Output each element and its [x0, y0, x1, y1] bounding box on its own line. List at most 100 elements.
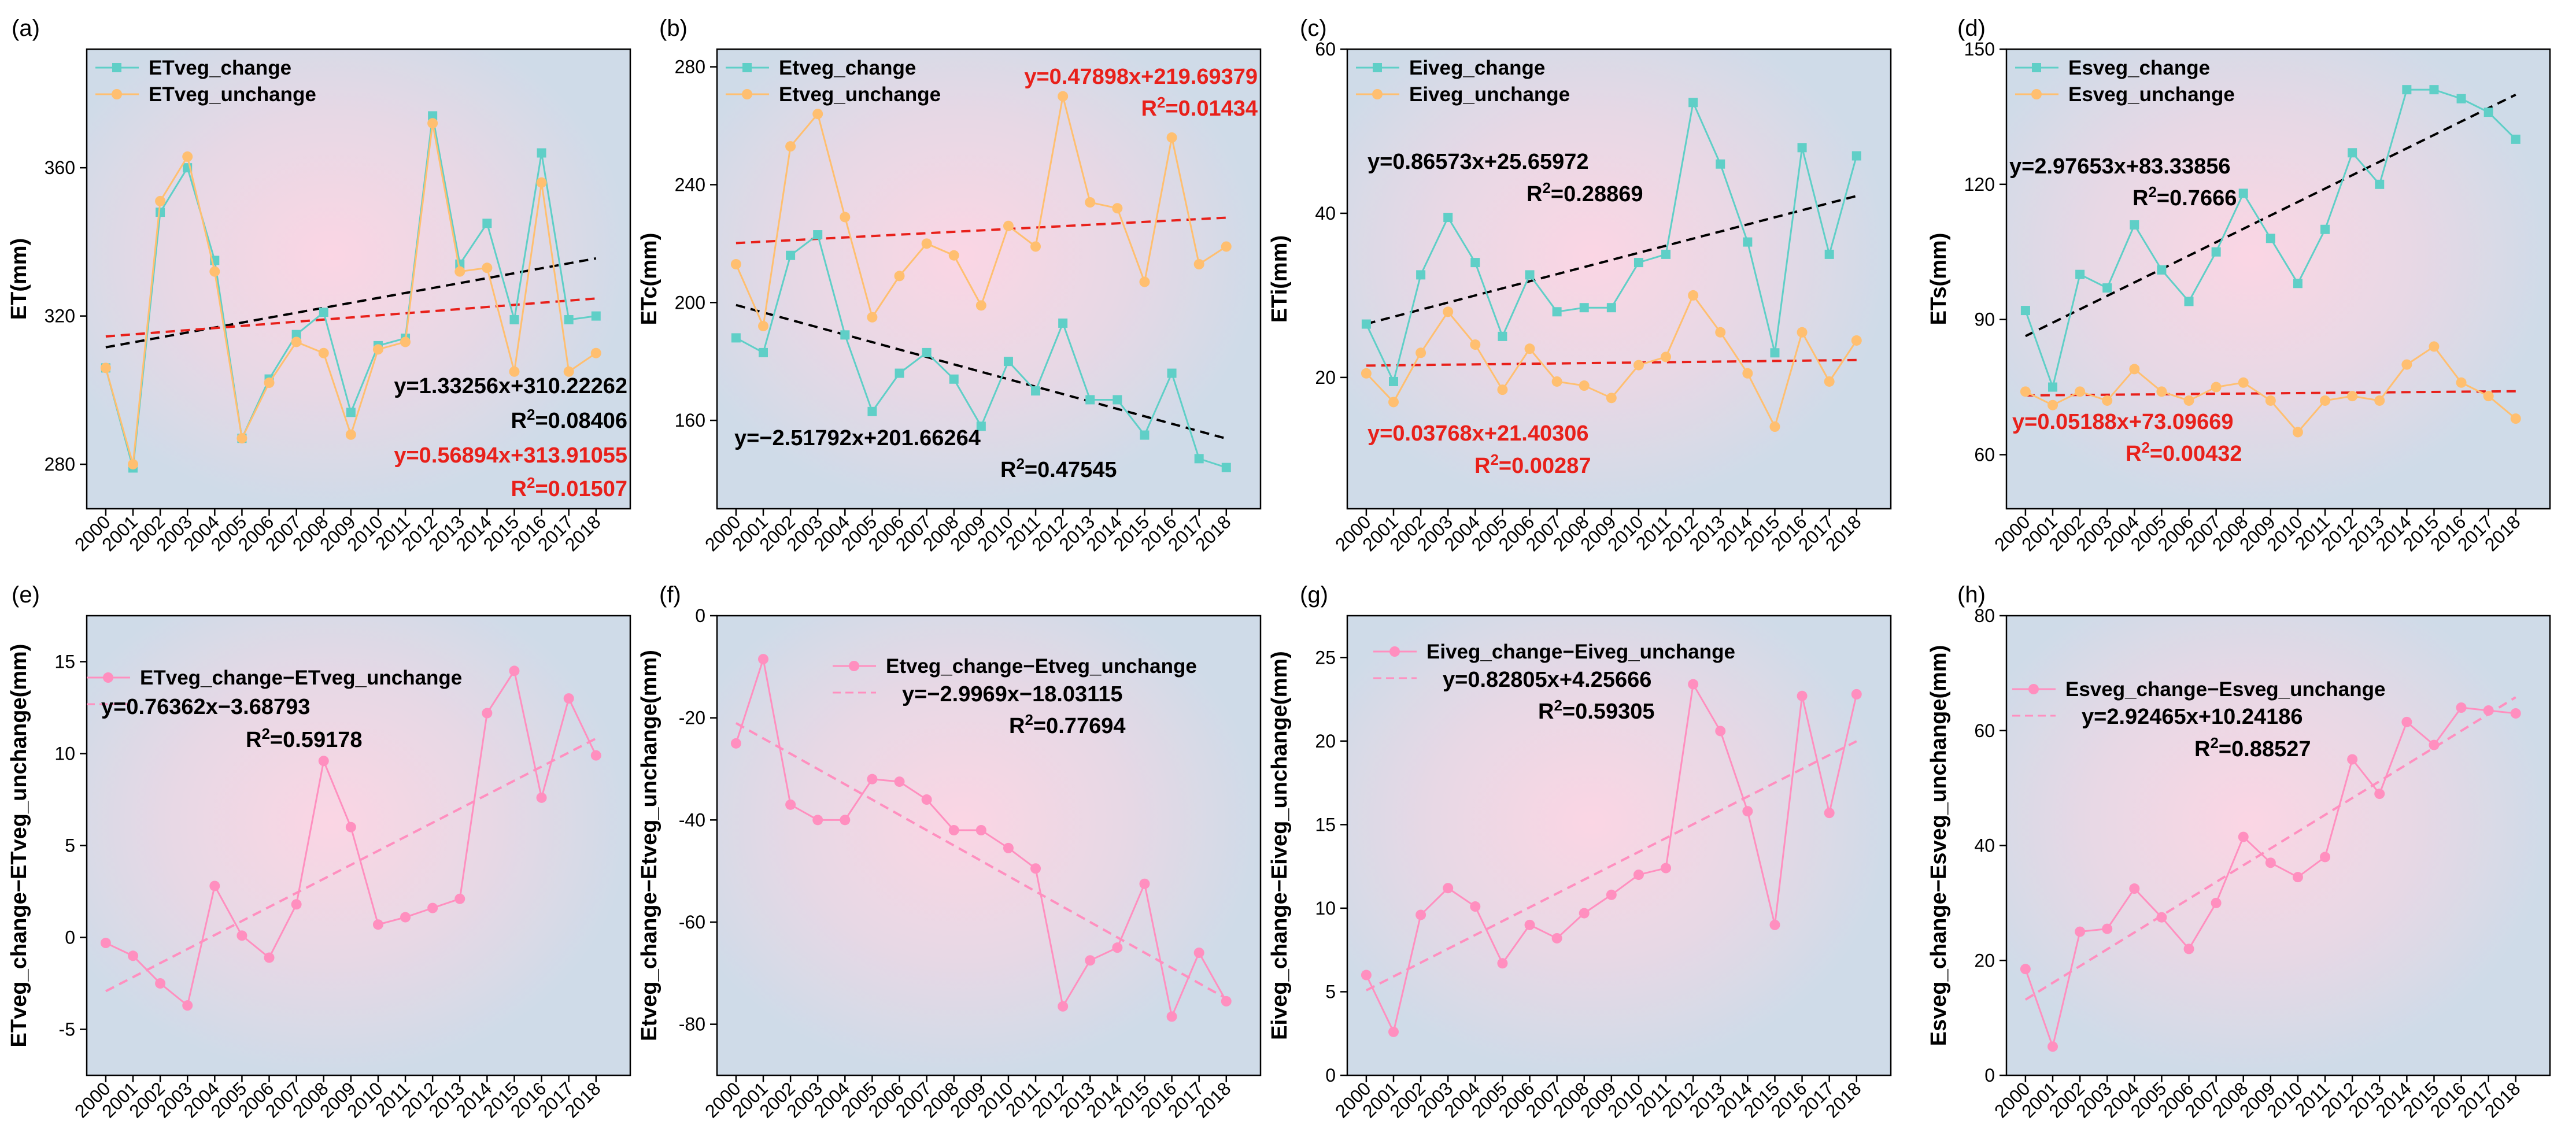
y-axis-label: Esveg_change−Esveg_unchange(mm): [1927, 645, 1951, 1046]
data-point: [155, 978, 166, 989]
legend-marker: [2032, 63, 2041, 72]
data-point: [2238, 831, 2249, 842]
data-point: [128, 950, 139, 961]
data-point: [2429, 739, 2440, 750]
data-point: [1361, 970, 1372, 980]
trend-line: [105, 737, 597, 993]
data-point: [1633, 360, 1644, 371]
y-tick-label: 90: [1974, 309, 1995, 330]
y-axis-label: Etveg_change−Etveg_unchange(mm): [637, 650, 661, 1041]
data-point: [509, 665, 520, 676]
plot-frame: [1346, 615, 1892, 1076]
data-point: [482, 708, 493, 719]
data-point: [1606, 393, 1617, 404]
data-point: [590, 750, 601, 761]
data-point: [1193, 259, 1204, 270]
y-axis-label: ETs(mm): [1927, 233, 1951, 325]
data-point: [2048, 399, 2058, 410]
y-tick-label: 120: [1964, 174, 1995, 195]
data-point: [867, 406, 877, 416]
data-point: [2265, 395, 2276, 406]
data-point: [2456, 702, 2467, 713]
y-tick-label: 25: [1315, 647, 1336, 668]
data-point: [1113, 395, 1122, 405]
legend: ETveg_change−ETveg_unchange: [87, 667, 462, 705]
panel-h: 0204060802000200120022003200420052006200…: [1927, 582, 2551, 1122]
y-tick-label: 60: [1974, 720, 1995, 741]
data-point: [2265, 234, 2275, 243]
trend-equation: y=2.97653x+83.33856: [2009, 154, 2231, 179]
y-tick-label: 5: [65, 835, 75, 856]
data-point: [921, 794, 932, 805]
data-point: [1003, 842, 1014, 853]
legend-label: Eiveg_change−Eiveg_unchange: [1426, 641, 1735, 663]
data-point: [428, 111, 438, 121]
data-point: [976, 421, 986, 431]
data-point: [1058, 91, 1069, 102]
data-point: [894, 776, 905, 787]
data-point: [509, 366, 520, 377]
data-point: [1551, 376, 1562, 387]
data-point: [2401, 359, 2412, 370]
data-point: [2483, 705, 2494, 716]
trend-equation: y=1.33256x+310.22262: [394, 374, 627, 398]
y-tick-label: 15: [1315, 814, 1336, 835]
legend-marker: [1372, 89, 1383, 99]
panel-c: 2040602000200120022003200420052006200720…: [1267, 16, 1892, 555]
panel-letter: (f): [659, 582, 681, 608]
legend-label: Esveg_change: [2068, 57, 2210, 79]
r-squared-label: R2=0.88527: [2194, 734, 2311, 761]
data-point: [2130, 220, 2139, 230]
trend-line: [735, 722, 1227, 1000]
legend-marker: [112, 63, 121, 72]
legend-marker: [742, 63, 752, 72]
data-point: [2183, 395, 2194, 406]
data-point: [2320, 852, 2331, 863]
data-point: [2156, 386, 2167, 397]
data-point: [1525, 270, 1535, 280]
data-point: [537, 148, 546, 158]
data-point: [1661, 352, 1672, 362]
data-point: [1497, 384, 1508, 395]
data-point: [2020, 386, 2031, 397]
data-point: [1030, 863, 1041, 874]
data-point: [1193, 948, 1204, 958]
legend-marker: [112, 89, 122, 99]
trend-line: [2025, 93, 2516, 338]
data-point: [236, 930, 247, 941]
data-point: [1769, 421, 1780, 432]
data-point: [1661, 863, 1672, 874]
data-point: [785, 141, 796, 152]
legend-marker: [849, 661, 859, 671]
data-point: [2375, 179, 2385, 189]
data-point: [2374, 395, 2385, 406]
trend-equation: y=0.03768x+21.40306: [1368, 421, 1589, 446]
data-point: [536, 792, 547, 803]
data-point: [975, 825, 986, 835]
y-tick-label: 60: [1974, 444, 1995, 465]
data-point: [2211, 897, 2222, 908]
panel-b: 1602002402802000200120022003200420052006…: [637, 16, 1262, 555]
data-point: [482, 219, 492, 228]
data-point: [867, 774, 878, 785]
data-point: [1579, 380, 1590, 391]
data-point: [1031, 386, 1041, 396]
trend-line: [736, 304, 1227, 440]
data-point: [454, 266, 465, 277]
panel-letter: (g): [1300, 582, 1328, 608]
data-point: [840, 212, 851, 223]
data-point: [812, 109, 823, 120]
data-point: [1742, 806, 1753, 817]
plot-background: [87, 49, 630, 509]
data-point: [1388, 397, 1399, 408]
data-point: [812, 815, 823, 826]
legend-label: Etveg_change: [779, 57, 916, 79]
y-tick-label: 15: [54, 652, 75, 672]
r-squared-label: R2=0.28869: [1527, 179, 1643, 206]
data-point: [785, 799, 796, 810]
data-point: [1688, 679, 1699, 690]
data-point: [1221, 462, 1231, 472]
panel-letter: (d): [1957, 16, 1986, 41]
data-point: [209, 880, 220, 891]
